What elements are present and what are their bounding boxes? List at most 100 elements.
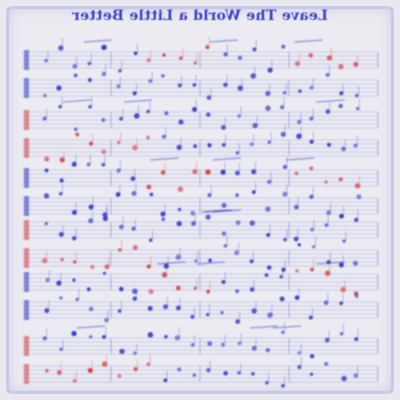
note-head [56,85,62,91]
note-head [117,309,122,313]
note-head [339,91,344,96]
note-head [101,71,107,77]
note-head [87,367,93,373]
note-head [205,169,211,175]
note-head [132,288,138,295]
note-head [324,270,331,276]
note-head [297,243,301,247]
note-head [353,61,359,67]
note-head [101,162,106,167]
note-head [71,210,77,215]
note-head [282,91,287,95]
note-head [72,260,77,264]
note-head [207,143,212,148]
beam [124,99,153,103]
note-head [293,236,299,242]
note-head [252,122,258,129]
clef-mark [24,110,29,130]
note-head [294,204,299,210]
note-head [192,373,197,377]
note-head [175,254,182,260]
note-head [104,317,109,323]
note-head [161,272,168,278]
note-head [177,83,182,88]
note-head [89,141,93,146]
note-head [193,144,198,149]
note-head [74,127,78,132]
note-head [71,236,77,241]
note-head [267,140,271,144]
note-head [326,210,332,216]
note-head [234,250,240,256]
note-head [325,109,331,114]
note-head [73,73,78,78]
note-head [161,73,165,78]
note-head [43,193,50,199]
note-head [178,119,184,125]
note-head [237,114,241,118]
note-head [237,341,242,346]
note-head [146,58,151,63]
note-head [220,125,226,130]
note-head [131,190,137,197]
note-head [58,231,64,237]
note-head [281,267,286,272]
clef-mark [24,248,29,268]
note-head [86,162,91,167]
note-head [235,170,240,176]
note-head [251,308,257,314]
note-head [249,259,254,264]
note-head [221,342,225,347]
note-head [280,131,286,137]
note-head [146,184,152,190]
note-head [116,84,121,89]
note-head [149,238,153,242]
note-head [164,111,169,116]
note-head [132,91,137,96]
note-head [175,285,181,291]
clef-mark [24,196,29,216]
note-head [265,90,271,97]
note-head [267,67,273,73]
note-head [206,112,211,117]
note-head [308,315,313,320]
note-head [249,142,254,147]
note-head [339,213,344,219]
note-head [87,61,92,66]
note-head [130,176,136,182]
note-head [295,61,300,67]
note-head [45,278,50,283]
clef-mark [24,50,29,70]
note-head [102,271,107,275]
note-head [221,143,226,147]
note-head [309,116,314,121]
note-head [60,257,64,262]
note-head [237,55,243,60]
note-head [118,68,122,73]
note-head [265,381,269,385]
note-head [266,265,272,270]
note-head [45,368,49,373]
note-head [59,296,63,300]
note-head [193,286,198,290]
note-head [58,105,62,109]
note-head [176,144,182,151]
note-head [353,260,358,266]
note-head [160,211,166,217]
note-head [264,273,269,277]
note-head [250,73,256,79]
note-head [174,335,181,341]
note-head [252,47,257,52]
clef-mark [24,300,29,320]
beam [209,39,238,43]
note-head [190,210,196,216]
note-head [119,348,125,355]
note-head [309,166,314,171]
note-head [223,370,228,376]
note-head [279,275,283,279]
note-head [281,44,286,49]
note-head [206,95,212,101]
note-head [295,269,299,273]
note-head [56,280,62,286]
note-head [340,286,346,293]
